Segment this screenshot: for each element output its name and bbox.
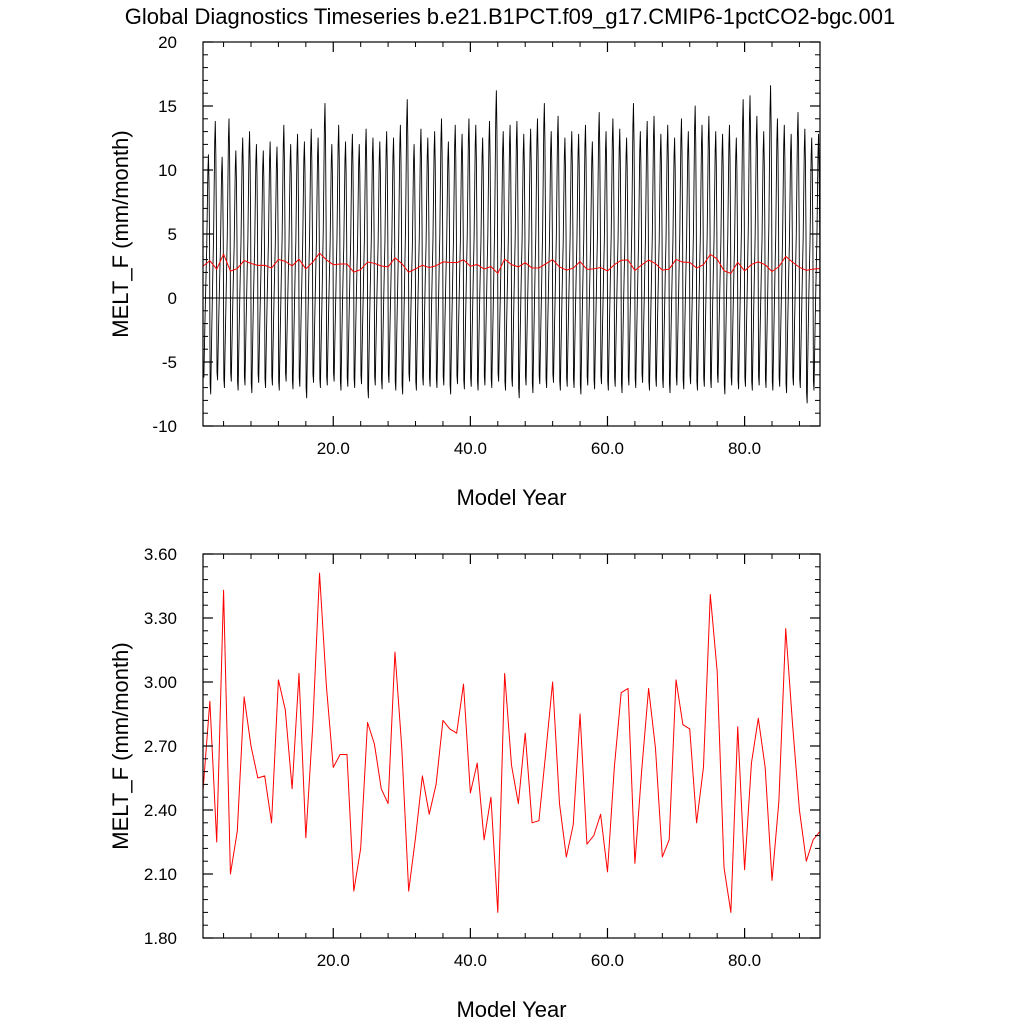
y-tick-label: 20 [158, 33, 177, 52]
y-tick-label: -10 [152, 417, 177, 436]
y-tick-label: 2.70 [144, 737, 177, 756]
y-tick-label: -5 [162, 353, 177, 372]
y-tick-label: 3.30 [144, 609, 177, 628]
y-axis-label: MELT_F (mm/month) [108, 642, 133, 849]
series-line-0-monthly [202, 85, 821, 404]
x-tick-label: 40.0 [454, 951, 487, 970]
series-line-0-annual [202, 572, 821, 913]
x-tick-label: 60.0 [591, 951, 624, 970]
x-axis-label: Model Year [456, 485, 566, 510]
y-tick-label: 2.40 [144, 801, 177, 820]
series-line-1-annual [202, 252, 821, 274]
x-tick-label: 40.0 [454, 439, 487, 458]
top-panel: 20.0 40.0 60.0 80.0 -10 -5 0 5 10 15 20 Model Year M… [108, 33, 821, 510]
y-tick-label: 10 [158, 161, 177, 180]
y-axis-label: MELT_F (mm/month) [108, 130, 133, 337]
bottom-panel: 20.0 40.0 60.0 80.0 1.80 2.10 2.40 2.70 3.00 3.30… [108, 545, 821, 1022]
x-tick-label: 60.0 [591, 439, 624, 458]
y-tick-label: 15 [158, 97, 177, 116]
x-tick-label: 80.0 [728, 439, 761, 458]
y-tick-label: 5 [168, 225, 177, 244]
y-tick-label: 1.80 [144, 929, 177, 948]
y-tick-label: 0 [168, 289, 177, 308]
x-axis-label: Model Year [456, 997, 566, 1022]
x-tick-label: 80.0 [728, 951, 761, 970]
y-tick-label: 3.00 [144, 673, 177, 692]
plot-frame [202, 553, 821, 939]
y-tick-label: 3.60 [144, 545, 177, 564]
y-tick-label: 2.10 [144, 865, 177, 884]
x-tick-label: 20.0 [317, 439, 350, 458]
x-tick-label: 20.0 [317, 951, 350, 970]
figure-title: Global Diagnostics Timeseries b.e21.B1PC… [125, 4, 895, 29]
